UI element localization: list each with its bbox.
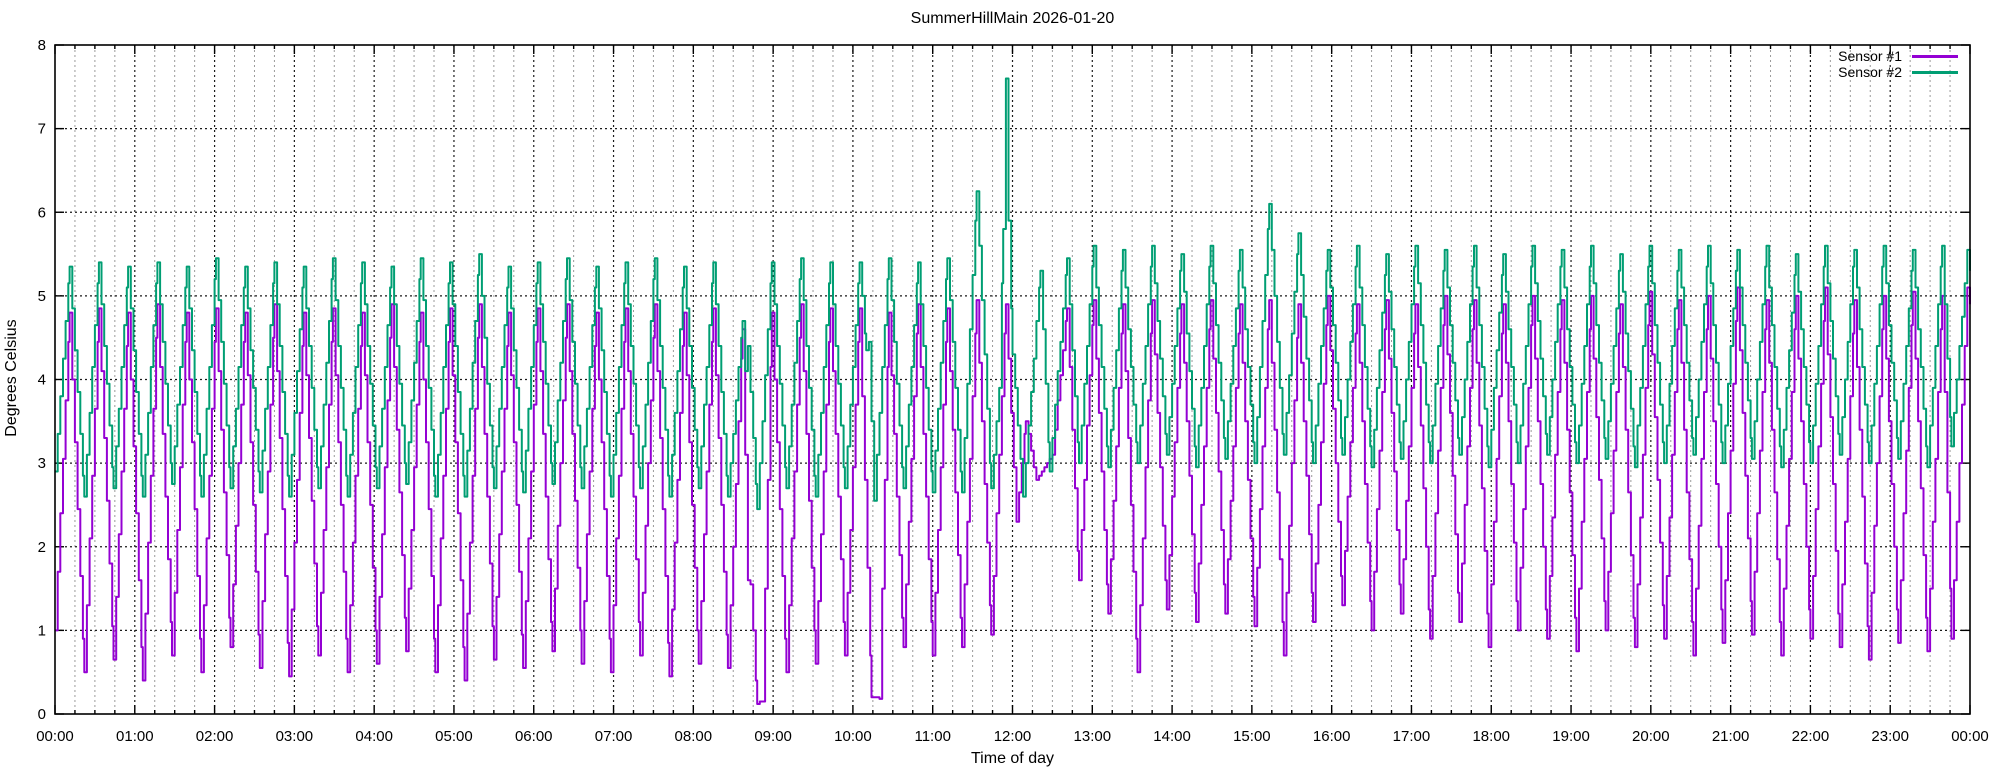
x-tick-label: 20:00	[1632, 728, 1670, 745]
x-tick-label: 14:00	[1153, 728, 1191, 745]
y-tick-label: 4	[38, 372, 46, 389]
y-axis-label: Degrees Celsius	[3, 319, 20, 437]
series-lines	[55, 77, 1971, 705]
y-tick-label: 7	[38, 121, 46, 138]
x-tick-label: 03:00	[276, 728, 314, 745]
x-tick-label: 00:00	[36, 728, 74, 745]
x-tick-label: 13:00	[1074, 728, 1112, 745]
legend-item-sensor-1: Sensor #1	[1838, 49, 1958, 64]
x-tick-label: 00:00	[1951, 728, 1989, 745]
x-tick-label: 10:00	[834, 728, 872, 745]
x-tick-label: 09:00	[754, 728, 792, 745]
legend-item-sensor-2: Sensor #2	[1838, 65, 1958, 80]
plot-border	[54, 44, 1971, 715]
x-tick-label: 06:00	[515, 728, 553, 745]
y-tick-label: 8	[38, 37, 46, 54]
y-tick-label: 2	[38, 539, 46, 556]
legend: Sensor #1 Sensor #2	[1838, 49, 1958, 80]
gridlines	[55, 45, 1970, 714]
x-tick-label: 05:00	[435, 728, 473, 745]
x-tick-label: 23:00	[1871, 728, 1909, 745]
x-tick-label: 18:00	[1472, 728, 1510, 745]
x-tick-label: 07:00	[595, 728, 633, 745]
x-tick-label: 22:00	[1792, 728, 1830, 745]
x-tick-label: 02:00	[196, 728, 234, 745]
y-tick-label: 1	[38, 622, 46, 639]
legend-line-sample	[1912, 71, 1958, 74]
legend-label: Sensor #2	[1838, 64, 1902, 80]
x-tick-label: 08:00	[675, 728, 713, 745]
x-tick-label: 21:00	[1712, 728, 1750, 745]
x-tick-label: 16:00	[1313, 728, 1351, 745]
chart-title: SummerHillMain 2026-01-20	[910, 10, 1115, 27]
tick-labels: 0 1 2 3 4 5 6 7 8 00:00 01:00 02:00 03:00 04:00 05:00 0…	[36, 37, 1989, 745]
series-line-2	[55, 77, 1971, 511]
x-tick-label: 12:00	[994, 728, 1032, 745]
legend-line-sample	[1912, 55, 1958, 58]
x-tick-label: 19:00	[1552, 728, 1590, 745]
x-axis-label: Time of day	[971, 750, 1054, 767]
x-tick-label: 04:00	[355, 728, 393, 745]
x-tick-label: 17:00	[1393, 728, 1431, 745]
y-tick-label: 0	[38, 706, 46, 723]
series-line-1	[55, 286, 1971, 705]
x-tick-label: 11:00	[914, 728, 950, 745]
y-tick-label: 6	[38, 204, 46, 221]
x-tick-label: 01:00	[116, 728, 154, 745]
y-tick-label: 3	[38, 455, 46, 472]
legend-label: Sensor #1	[1838, 48, 1902, 64]
x-tick-label: 15:00	[1233, 728, 1271, 745]
y-tick-label: 5	[38, 288, 46, 305]
